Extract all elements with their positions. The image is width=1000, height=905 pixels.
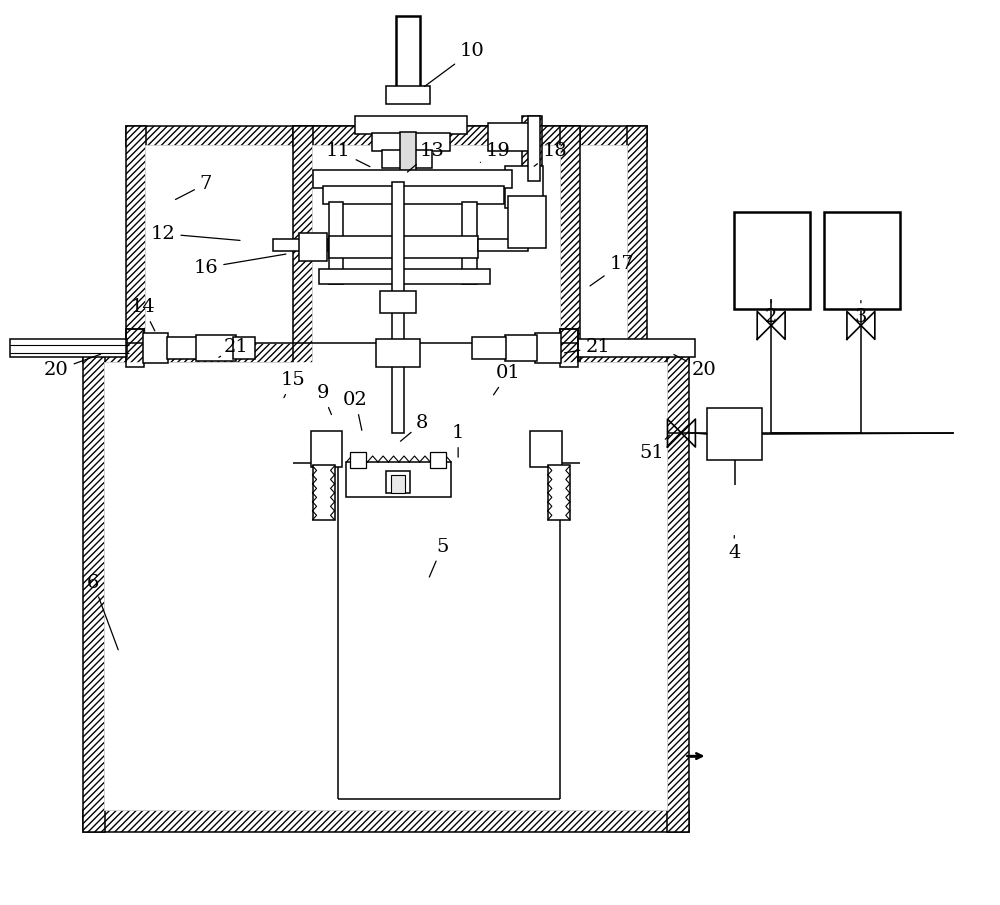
Bar <box>323 186 504 204</box>
Bar <box>472 338 506 359</box>
Bar <box>372 133 450 151</box>
Text: 3: 3 <box>855 300 867 327</box>
Bar <box>707 408 762 460</box>
Text: 8: 8 <box>400 414 428 442</box>
Text: 02: 02 <box>343 391 368 431</box>
Bar <box>386 86 430 104</box>
Bar <box>560 329 578 367</box>
Bar <box>105 363 667 810</box>
Text: 16: 16 <box>194 254 286 277</box>
Bar <box>126 329 144 367</box>
Bar <box>548 465 570 519</box>
Text: 4: 4 <box>728 536 740 562</box>
Bar <box>309 459 337 467</box>
Bar <box>355 116 467 134</box>
Text: 01: 01 <box>494 364 520 395</box>
Bar <box>505 336 537 361</box>
Bar <box>233 338 255 359</box>
Bar <box>167 338 199 359</box>
Bar <box>430 452 446 468</box>
Bar <box>319 269 490 283</box>
Bar <box>350 452 366 468</box>
Bar <box>293 126 313 463</box>
Bar <box>346 462 451 497</box>
Bar <box>396 16 420 88</box>
Text: 7: 7 <box>175 175 212 199</box>
Bar <box>299 233 327 261</box>
Text: 11: 11 <box>326 142 370 167</box>
Bar <box>627 126 647 343</box>
Text: 20: 20 <box>44 354 101 379</box>
Text: 18: 18 <box>534 142 567 167</box>
Text: 13: 13 <box>407 142 445 172</box>
Bar <box>126 126 647 146</box>
Text: 9: 9 <box>316 385 331 414</box>
Bar <box>560 329 578 367</box>
Bar <box>196 336 236 361</box>
Bar <box>380 291 416 313</box>
Bar <box>544 459 572 467</box>
Text: 6: 6 <box>87 574 118 650</box>
Bar <box>391 475 405 493</box>
Text: 20: 20 <box>674 355 717 379</box>
Bar <box>376 339 420 367</box>
Text: 19: 19 <box>480 142 510 162</box>
Bar <box>535 333 561 363</box>
Bar <box>508 195 546 248</box>
Bar <box>143 333 168 363</box>
Bar <box>392 182 404 433</box>
Bar <box>146 146 627 343</box>
Bar <box>400 132 416 184</box>
Text: 5: 5 <box>429 538 448 577</box>
Bar <box>329 235 478 258</box>
Bar <box>313 465 335 519</box>
Bar <box>530 431 562 467</box>
Text: 51: 51 <box>639 435 670 462</box>
Text: 2: 2 <box>765 300 777 327</box>
Bar <box>10 339 127 357</box>
Bar <box>578 339 695 357</box>
Bar <box>83 341 689 363</box>
Bar <box>667 341 689 832</box>
Bar <box>126 126 146 343</box>
Bar <box>313 170 512 188</box>
Bar <box>528 116 540 181</box>
Text: 15: 15 <box>280 371 305 397</box>
Bar <box>386 471 410 493</box>
Text: 21: 21 <box>219 338 248 357</box>
Bar <box>488 123 530 151</box>
Bar <box>329 202 343 283</box>
Text: 21: 21 <box>565 338 610 357</box>
Bar <box>734 212 810 310</box>
Bar <box>478 239 528 251</box>
Text: 10: 10 <box>424 43 484 87</box>
Text: 12: 12 <box>151 224 240 243</box>
Bar <box>824 212 900 310</box>
Bar <box>560 126 580 463</box>
Text: 1: 1 <box>452 424 464 457</box>
Bar <box>505 166 543 208</box>
Bar <box>311 431 342 467</box>
Bar <box>382 150 432 167</box>
Bar <box>522 116 542 167</box>
Text: 17: 17 <box>590 254 634 286</box>
Bar <box>313 146 560 463</box>
Bar <box>293 126 580 146</box>
Bar <box>83 810 689 832</box>
Text: 14: 14 <box>131 299 155 331</box>
Bar <box>126 329 144 367</box>
Bar <box>462 202 477 283</box>
Bar <box>83 341 105 832</box>
Bar <box>273 239 328 251</box>
